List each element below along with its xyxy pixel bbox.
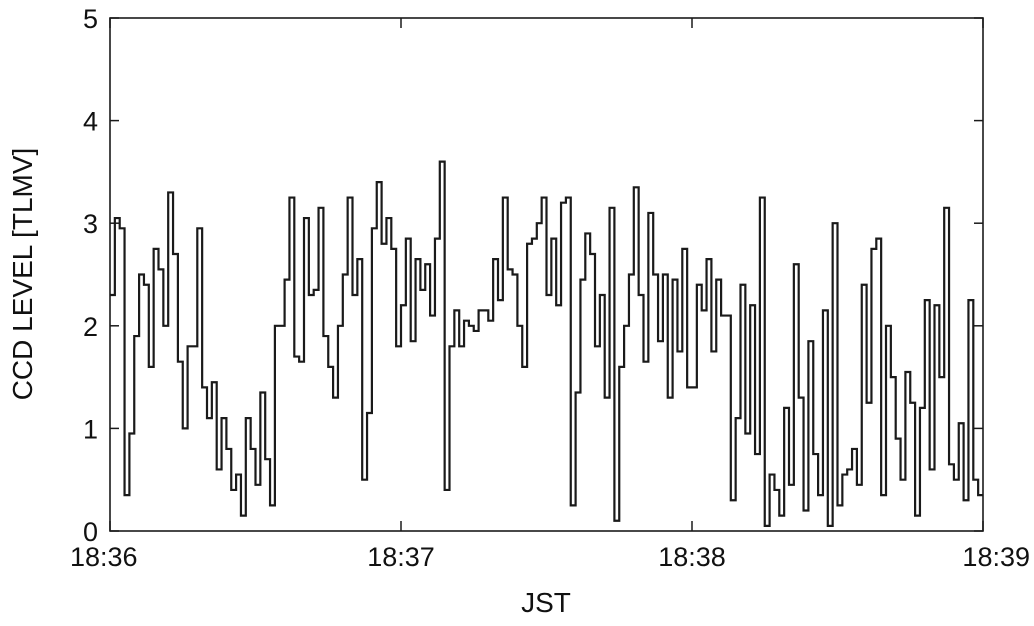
x-axis-ticks: 18:36 18:37 18:38 18:39 (70, 18, 1030, 572)
plot-frame (109, 17, 984, 532)
y-axis-ticks: 0 1 2 3 4 5 (83, 4, 983, 547)
x-axis-label: JST (521, 587, 571, 618)
y-tick-label: 0 (83, 517, 98, 547)
x-tick-label: 18:39 (962, 542, 1030, 572)
y-tick-label: 1 (83, 414, 98, 444)
y-axis-label: CCD LEVEL [TLMV] (7, 148, 38, 401)
y-tick-label: 2 (83, 312, 98, 342)
ccd-level-series-line (110, 160, 983, 527)
x-tick-label: 18:36 (70, 542, 138, 572)
x-tick-label: 18:37 (367, 542, 435, 572)
x-tick-label: 18:38 (658, 542, 726, 572)
y-tick-label: 5 (83, 4, 98, 34)
y-tick-label: 3 (83, 209, 98, 239)
y-tick-label: 4 (83, 107, 98, 137)
